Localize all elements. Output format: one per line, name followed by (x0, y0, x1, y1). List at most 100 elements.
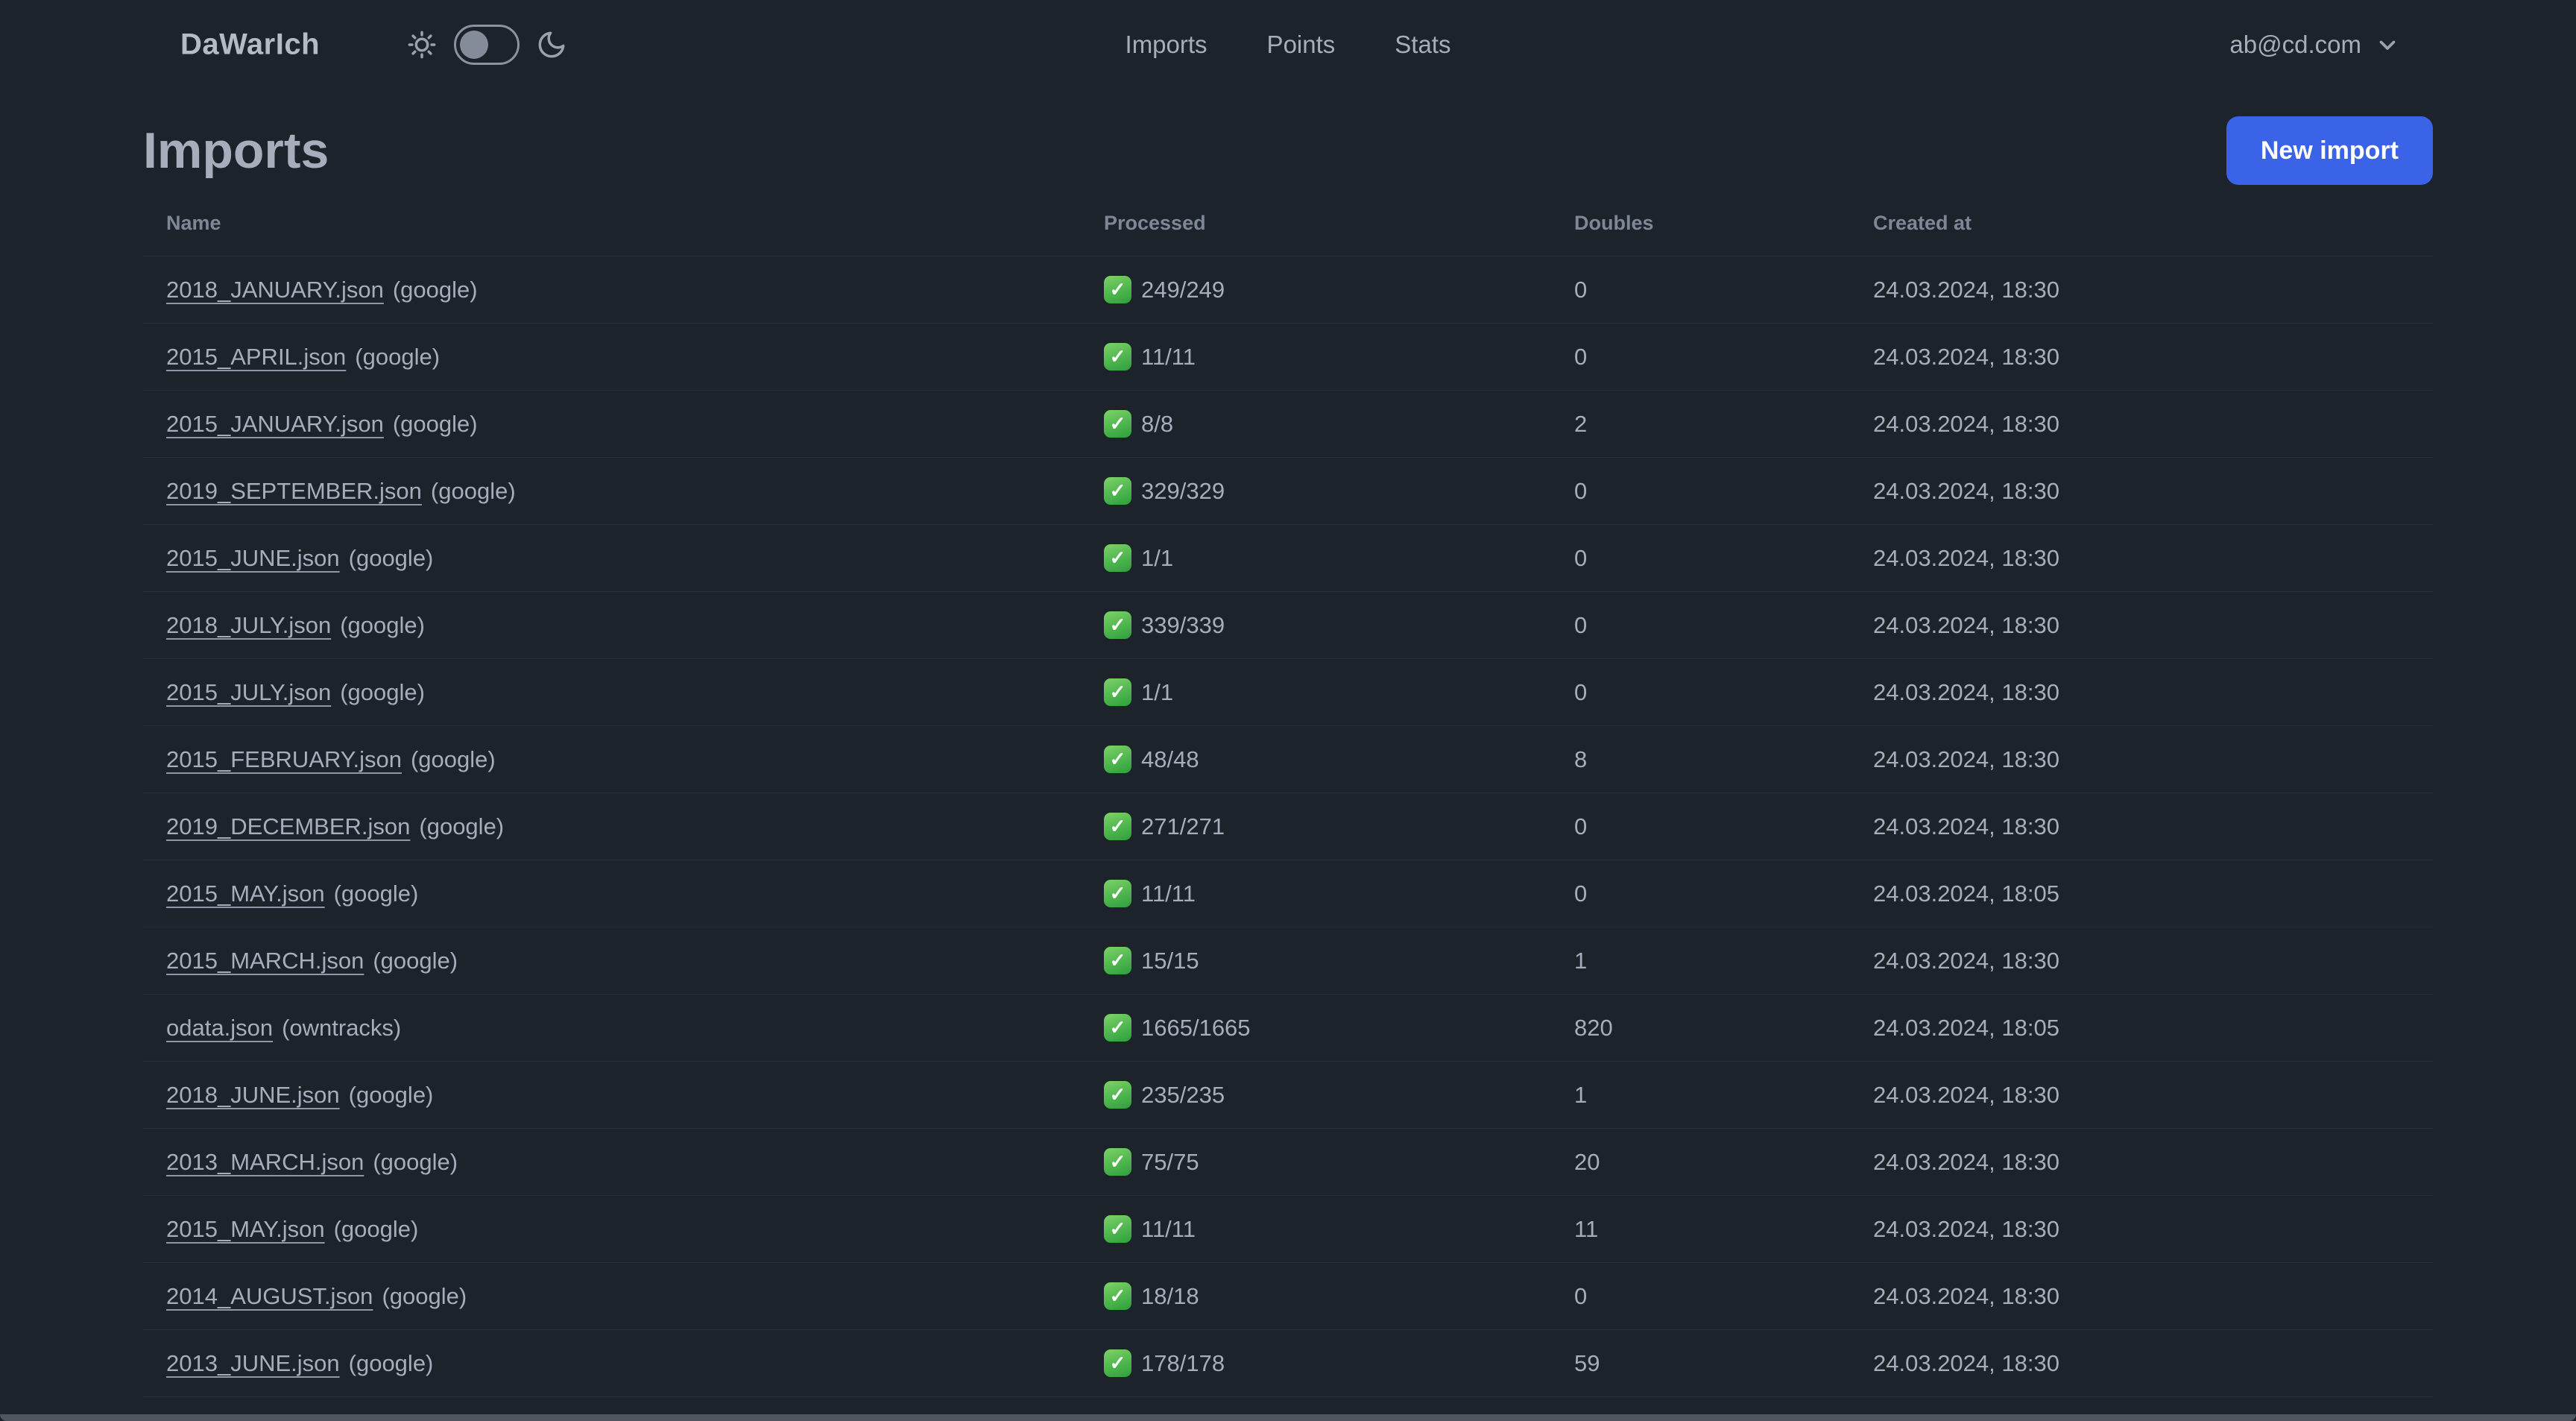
name-cell: 2015_MARCH.json (google) (166, 948, 1104, 974)
import-file-link[interactable]: 2018_JULY.json (166, 611, 332, 638)
nav-link-imports[interactable]: Imports (1125, 31, 1208, 58)
column-header-doubles: Doubles (1574, 212, 1654, 234)
import-source: (owntracks) (282, 1014, 402, 1041)
name-cell: 2018_JULY.json (google) (166, 612, 1104, 639)
import-source: (google) (348, 1081, 434, 1108)
import-source: (google) (333, 880, 419, 907)
main-nav: Imports Points Stats (1126, 31, 1451, 59)
import-source: (google) (340, 611, 425, 638)
table-row: 2018_JULY.json (google) ✓ 339/339 0 24.03… (143, 591, 2433, 658)
created-at: 24.03.2024, 18:30 (1873, 611, 2059, 638)
processed-count: 8/8 (1141, 410, 1174, 437)
import-file-link[interactable]: 2019_DECEMBER.json (166, 813, 411, 839)
doubles-count: 1 (1574, 1081, 1588, 1108)
nav-link-points[interactable]: Points (1266, 31, 1336, 58)
success-check-icon: ✓ (1104, 678, 1131, 706)
import-file-link[interactable]: 2019_SEPTEMBER.json (166, 477, 422, 504)
created-at: 24.03.2024, 18:30 (1873, 947, 2059, 974)
import-file-link[interactable]: 2015_JANUARY.json (166, 410, 384, 437)
success-check-icon: ✓ (1104, 1148, 1131, 1176)
processed-cell: ✓ 1665/1665 (1104, 1014, 1574, 1042)
doubles-count: 2 (1574, 410, 1588, 437)
processed-cell: ✓ 1/1 (1104, 544, 1574, 572)
import-source: (google) (392, 410, 478, 437)
import-file-link[interactable]: 2015_APRIL.json (166, 343, 347, 370)
processed-cell: ✓ 11/11 (1104, 1215, 1574, 1243)
doubles-count: 0 (1574, 611, 1588, 638)
user-email: ab@cd.com (2229, 31, 2361, 58)
created-at: 24.03.2024, 18:05 (1873, 880, 2059, 907)
new-import-button[interactable]: New import (2226, 116, 2433, 185)
name-cell: 2015_JULY.json (google) (166, 679, 1104, 706)
import-file-link[interactable]: 2015_MAY.json (166, 1215, 325, 1242)
navbar: DaWarIch Imports Points Stats ab@cd.com (0, 0, 2576, 89)
name-cell: 2019_DECEMBER.json (google) (166, 813, 1104, 840)
success-check-icon: ✓ (1104, 343, 1131, 371)
table-row: 2014_AUGUST.json (google) ✓ 18/18 0 24.03… (143, 1262, 2433, 1329)
table-row: 2015_JANUARY.json (google) ✓ 8/8 2 24.03.… (143, 390, 2433, 457)
name-cell: 2015_MAY.json (google) (166, 1216, 1104, 1243)
created-at: 24.03.2024, 18:30 (1873, 1215, 2059, 1242)
created-at: 24.03.2024, 18:30 (1873, 1081, 2059, 1108)
name-cell: 2018_JUNE.json (google) (166, 1082, 1104, 1109)
import-file-link[interactable]: 2013_MARCH.json (166, 1148, 364, 1175)
doubles-count: 0 (1574, 544, 1588, 571)
table-row: 2018_JUNE.json (google) ✓ 235/235 1 24.03… (143, 1061, 2433, 1128)
import-file-link[interactable]: 2015_FEBRUARY.json (166, 746, 402, 772)
import-source: (google) (355, 343, 441, 370)
import-file-link[interactable]: 2015_MAY.json (166, 880, 325, 907)
created-at: 24.03.2024, 18:30 (1873, 477, 2059, 504)
import-file-link[interactable]: 2013_JUNE.json (166, 1349, 340, 1376)
import-file-link[interactable]: 2015_MARCH.json (166, 947, 364, 974)
import-source: (google) (410, 746, 496, 772)
created-at: 24.03.2024, 18:30 (1873, 544, 2059, 571)
name-cell: 2013_MARCH.json (google) (166, 1149, 1104, 1176)
import-source: (google) (348, 544, 434, 571)
doubles-count: 1 (1574, 947, 1588, 974)
table-header-row: Name Processed Doubles Created at (143, 191, 2433, 256)
processed-count: 48/48 (1141, 746, 1199, 772)
success-check-icon: ✓ (1104, 813, 1131, 840)
processed-cell: ✓ 18/18 (1104, 1282, 1574, 1310)
import-source: (google) (348, 1349, 434, 1376)
name-cell: 2015_FEBRUARY.json (google) (166, 746, 1104, 773)
created-at: 24.03.2024, 18:30 (1873, 410, 2059, 437)
theme-toggle-knob (460, 31, 488, 59)
import-file-link[interactable]: 2018_JUNE.json (166, 1081, 340, 1108)
import-file-link[interactable]: 2018_JANUARY.json (166, 276, 384, 303)
processed-cell: ✓ 271/271 (1104, 813, 1574, 840)
import-file-link[interactable]: 2015_JUNE.json (166, 544, 340, 571)
success-check-icon: ✓ (1104, 544, 1131, 572)
import-source: (google) (430, 477, 516, 504)
processed-count: 11/11 (1141, 343, 1196, 370)
moon-icon (538, 31, 565, 58)
doubles-count: 0 (1574, 276, 1588, 303)
processed-cell: ✓ 249/249 (1104, 276, 1574, 303)
import-file-link[interactable]: 2014_AUGUST.json (166, 1282, 373, 1309)
created-at: 24.03.2024, 18:30 (1873, 276, 2059, 303)
theme-toggle-group (406, 25, 567, 65)
table-row: 2015_MARCH.json (google) ✓ 15/15 1 24.03.… (143, 927, 2433, 994)
brand-logo[interactable]: DaWarIch (180, 28, 321, 61)
nav-link-stats[interactable]: Stats (1395, 31, 1451, 58)
page-title: Imports (143, 122, 329, 179)
import-file-link[interactable]: 2015_JULY.json (166, 678, 332, 705)
table-row: 2019_DECEMBER.json (google) ✓ 271/271 0 2… (143, 793, 2433, 860)
processed-count: 249/249 (1141, 276, 1225, 303)
user-menu[interactable]: ab@cd.com (2229, 31, 2400, 59)
import-file-link[interactable]: odata.json (166, 1014, 274, 1041)
doubles-count: 11 (1574, 1215, 1599, 1242)
created-at: 24.03.2024, 18:30 (1873, 813, 2059, 839)
table-row: odata.json (owntracks) ✓ 1665/1665 820 24… (143, 994, 2433, 1061)
success-check-icon: ✓ (1104, 746, 1131, 773)
table-row: 2019_SEPTEMBER.json (google) ✓ 329/329 0 … (143, 457, 2433, 524)
created-at: 24.03.2024, 18:30 (1873, 1282, 2059, 1309)
processed-cell: ✓ 8/8 (1104, 410, 1574, 438)
processed-count: 15/15 (1141, 947, 1199, 974)
processed-cell: ✓ 75/75 (1104, 1148, 1574, 1176)
import-source: (google) (373, 1148, 458, 1175)
table-row: 2015_JULY.json (google) ✓ 1/1 0 24.03.202… (143, 658, 2433, 725)
theme-toggle[interactable] (454, 25, 520, 65)
name-cell: 2015_MAY.json (google) (166, 880, 1104, 907)
doubles-count: 0 (1574, 477, 1588, 504)
